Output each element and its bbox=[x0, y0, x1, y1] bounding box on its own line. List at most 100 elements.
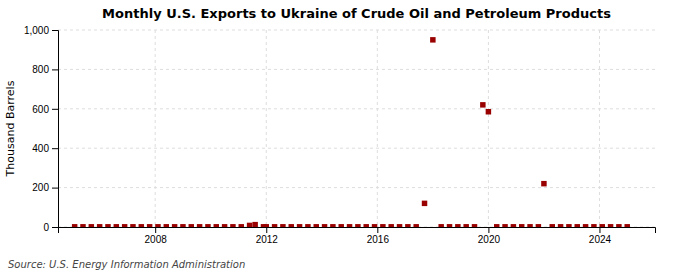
y-tick-mark bbox=[52, 30, 58, 31]
point bbox=[289, 224, 294, 227]
point bbox=[105, 224, 110, 227]
point bbox=[330, 224, 335, 227]
point bbox=[405, 224, 410, 227]
point bbox=[97, 224, 102, 227]
y-tick-label: 200 bbox=[32, 182, 49, 193]
point bbox=[155, 224, 160, 227]
x-tick-label: 2024 bbox=[589, 234, 612, 245]
point bbox=[591, 224, 596, 227]
point bbox=[541, 181, 546, 186]
y-tick-mark bbox=[52, 148, 58, 149]
points bbox=[72, 37, 630, 227]
point bbox=[486, 109, 491, 114]
x-grid-line bbox=[155, 30, 156, 227]
x-tick-label: 2008 bbox=[145, 234, 168, 245]
y-tick-label: 1,000 bbox=[24, 25, 49, 36]
point bbox=[527, 224, 532, 227]
point bbox=[197, 224, 202, 227]
point bbox=[147, 224, 152, 227]
point bbox=[355, 224, 360, 227]
x-grid-line bbox=[599, 30, 600, 227]
grid bbox=[58, 30, 655, 227]
x-tick: 2008 bbox=[145, 227, 168, 245]
point bbox=[230, 224, 235, 227]
point bbox=[372, 224, 377, 227]
y-tick: 1,000 bbox=[24, 25, 58, 36]
point bbox=[363, 224, 368, 227]
y-tick-label: 600 bbox=[32, 104, 49, 115]
point bbox=[494, 224, 499, 227]
point bbox=[264, 224, 269, 227]
y-tick-label: 800 bbox=[32, 64, 49, 75]
point bbox=[247, 223, 252, 227]
point bbox=[536, 224, 541, 227]
point bbox=[438, 224, 443, 227]
point bbox=[122, 224, 127, 227]
point bbox=[558, 224, 563, 227]
point bbox=[164, 224, 169, 227]
x-tick-label: 2020 bbox=[478, 234, 501, 245]
x-tick-label: 2012 bbox=[256, 234, 279, 245]
y-axis-title: Thousand Barrels bbox=[4, 80, 17, 177]
source-note: Source: U.S. Energy Information Administ… bbox=[8, 259, 245, 270]
x-tick: 2012 bbox=[256, 227, 279, 245]
point bbox=[280, 224, 285, 227]
point bbox=[297, 224, 302, 227]
y-axis: 0 200 400 600 800 1,000 bbox=[24, 25, 59, 233]
y-tick-mark bbox=[52, 69, 58, 70]
point bbox=[347, 224, 352, 227]
x-tick: 2020 bbox=[478, 227, 501, 245]
point bbox=[214, 224, 219, 227]
x-tick-mark bbox=[155, 227, 156, 233]
x-tick: 2016 bbox=[367, 227, 390, 245]
point bbox=[455, 224, 460, 227]
y-grid-line bbox=[58, 187, 655, 188]
point bbox=[80, 224, 85, 227]
x-tick-mark bbox=[599, 227, 600, 233]
y-tick: 400 bbox=[32, 143, 58, 154]
point bbox=[272, 224, 277, 227]
point bbox=[72, 224, 77, 227]
point bbox=[172, 224, 177, 227]
x-grid-line bbox=[266, 30, 267, 227]
point bbox=[380, 224, 385, 227]
y-tick: 0 bbox=[43, 222, 58, 233]
point bbox=[130, 224, 135, 227]
x-tick-mark bbox=[266, 227, 267, 233]
y-tick: 200 bbox=[32, 182, 58, 193]
y-tick-label: 0 bbox=[43, 222, 49, 233]
point bbox=[472, 224, 477, 227]
y-grid-line bbox=[58, 69, 655, 70]
point bbox=[322, 224, 327, 227]
point bbox=[430, 37, 435, 42]
point bbox=[222, 224, 227, 227]
point bbox=[624, 224, 629, 227]
x-tick-label: 2016 bbox=[367, 234, 390, 245]
chart: 2008201220162020202402004006008001,000Mo… bbox=[0, 0, 675, 275]
point bbox=[519, 224, 524, 227]
x-axis: 2008 2012 2016 2020 2024 bbox=[59, 227, 656, 245]
point bbox=[422, 201, 427, 206]
x-tick-mark bbox=[377, 227, 378, 233]
point bbox=[252, 222, 257, 227]
y-grid-line bbox=[58, 30, 655, 31]
point bbox=[413, 224, 418, 227]
point bbox=[338, 224, 343, 227]
x-tick-mark bbox=[488, 227, 489, 233]
point bbox=[239, 224, 244, 227]
point bbox=[550, 224, 555, 227]
y-tick-mark bbox=[52, 188, 58, 189]
point bbox=[608, 224, 613, 227]
x-grid-line bbox=[488, 30, 489, 227]
x-grid-line bbox=[377, 30, 378, 227]
point bbox=[616, 224, 621, 227]
point bbox=[189, 224, 194, 227]
point bbox=[180, 224, 185, 227]
y-grid-line bbox=[58, 148, 655, 149]
point bbox=[463, 224, 468, 227]
point bbox=[511, 224, 516, 227]
point bbox=[566, 224, 571, 227]
point bbox=[388, 224, 393, 227]
point bbox=[205, 224, 210, 227]
y-tick-mark bbox=[52, 109, 58, 110]
